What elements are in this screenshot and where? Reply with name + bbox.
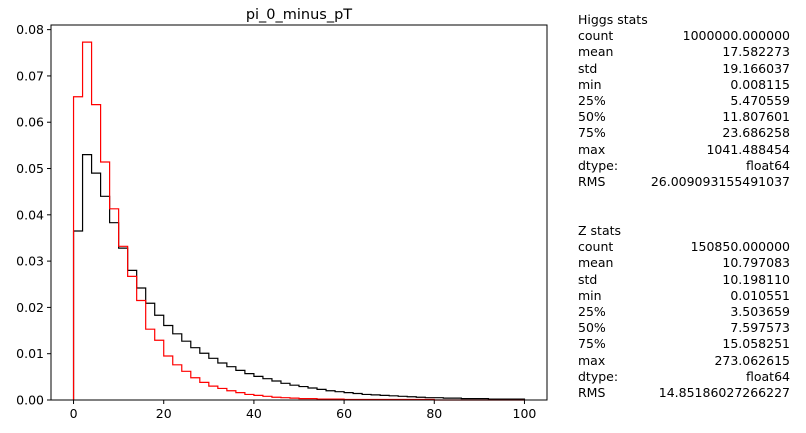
stats-row: dtype: float64 — [578, 158, 790, 174]
stats-row: RMS 14.85186027266227 — [578, 385, 790, 401]
stats-row: max 1041.488454 — [578, 142, 790, 158]
stats-rows: count 1000000.000000 mean 17.582273 std 19.… — [578, 28, 790, 190]
y-tick-label: 0.06 — [16, 115, 44, 130]
y-tick-label: 0.00 — [16, 393, 44, 408]
y-tick-label: 0.03 — [16, 254, 44, 269]
histogram-series-line — [72, 41, 525, 401]
x-tick-label: 80 — [426, 406, 442, 421]
stats-key: dtype: — [578, 157, 619, 173]
stats-rows: count 150850.000000 mean 10.797083 std 10.1… — [578, 239, 790, 401]
histogram-chart: pi_0_minus_pT 0.000.010.020.030.040.050.… — [16, 7, 548, 421]
stats-key: max — [578, 141, 606, 157]
stats-value: 1000000.000000 — [682, 28, 790, 44]
stats-row: 25% 5.470559 — [578, 93, 790, 109]
stats-value: 23.686258 — [722, 125, 790, 141]
histogram-series-line — [72, 154, 526, 400]
x-tick-label: 40 — [246, 406, 262, 421]
stats-key: 75% — [578, 336, 606, 352]
stats-value: 3.503659 — [730, 304, 790, 320]
x-tick-label: 60 — [336, 406, 352, 421]
y-tick-label: 0.07 — [16, 68, 44, 83]
stats-row: max 273.062615 — [578, 353, 790, 369]
stats-row: min 0.010551 — [578, 288, 790, 304]
y-axis: 0.00 0.01 0.02 0.03 0.04 0.05 0.06 0.07 0.08 — [16, 22, 51, 408]
stats-value: 7.597573 — [730, 320, 790, 336]
stats-key: 50% — [578, 320, 606, 336]
stats-value: 19.166037 — [722, 60, 790, 76]
stats-row: count 150850.000000 — [578, 239, 790, 255]
stats-row: RMS 26.009093155491037 — [578, 174, 790, 190]
stats-row: 50% 11.807601 — [578, 109, 790, 125]
stats-key: 50% — [578, 109, 606, 125]
stats-key: RMS — [578, 385, 606, 401]
stats-title: Z stats — [578, 223, 622, 238]
stats-value: 150850.000000 — [690, 239, 790, 255]
stats-row: std 19.166037 — [578, 61, 790, 77]
stats-key: dtype: — [578, 368, 619, 384]
y-tick-label: 0.05 — [16, 161, 44, 176]
stats-title: Higgs stats — [578, 12, 648, 27]
higgs-stats-panel: Higgs stats count 1000000.000000 mean 17.5… — [578, 12, 790, 190]
stats-key: mean — [578, 255, 614, 271]
y-tick-label: 0.02 — [16, 300, 44, 315]
stats-key: 75% — [578, 125, 606, 141]
x-tick-label: 100 — [513, 406, 537, 421]
stats-value: 10.198110 — [722, 271, 790, 287]
stats-value: 5.470559 — [730, 93, 790, 109]
z-stats-panel: Z stats count 150850.000000 mean 10.797083… — [578, 223, 790, 401]
plot-frame — [50, 24, 548, 401]
x-tick-label: 20 — [156, 406, 172, 421]
stats-value: 0.008115 — [730, 76, 790, 92]
stats-key: 25% — [578, 93, 606, 109]
stats-row: count 1000000.000000 — [578, 28, 790, 44]
stats-row: 75% 23.686258 — [578, 125, 790, 141]
stats-row: dtype: float64 — [578, 369, 790, 385]
stats-key: count — [578, 28, 614, 44]
stats-value: float64 — [746, 157, 790, 173]
stats-key: count — [578, 239, 614, 255]
x-axis: 0 20 40 60 80 100 — [70, 400, 537, 421]
stats-key: std — [578, 60, 598, 76]
stats-row: 50% 7.597573 — [578, 320, 790, 336]
stats-key: mean — [578, 44, 614, 60]
stats-value: 17.582273 — [722, 44, 790, 60]
stats-value: 14.85186027266227 — [658, 385, 790, 401]
series-layer — [72, 41, 526, 401]
y-tick-label: 0.08 — [16, 22, 44, 37]
stats-key: min — [578, 287, 602, 303]
stats-value: 10.797083 — [722, 255, 790, 271]
x-tick-label: 0 — [70, 406, 78, 421]
stats-key: 25% — [578, 304, 606, 320]
chart-title: pi_0_minus_pT — [246, 7, 352, 23]
stats-value: 15.058251 — [722, 336, 790, 352]
stats-value: 273.062615 — [714, 352, 790, 368]
stats-row: mean 10.797083 — [578, 255, 790, 271]
stats-row: std 10.198110 — [578, 272, 790, 288]
stats-value: float64 — [746, 368, 790, 384]
stats-value: 11.807601 — [722, 109, 790, 125]
stats-value: 1041.488454 — [706, 141, 790, 157]
stats-key: std — [578, 271, 598, 287]
stats-value: 0.010551 — [730, 287, 790, 303]
stats-row: 75% 15.058251 — [578, 336, 790, 352]
stats-row: min 0.008115 — [578, 77, 790, 93]
y-tick-label: 0.01 — [16, 346, 44, 361]
stats-key: RMS — [578, 174, 606, 190]
stats-key: max — [578, 352, 606, 368]
stats-value: 26.009093155491037 — [650, 174, 790, 190]
stats-key: min — [578, 76, 602, 92]
stats-row: mean 17.582273 — [578, 44, 790, 60]
stats-row: 25% 3.503659 — [578, 304, 790, 320]
y-tick-label: 0.04 — [16, 207, 44, 222]
